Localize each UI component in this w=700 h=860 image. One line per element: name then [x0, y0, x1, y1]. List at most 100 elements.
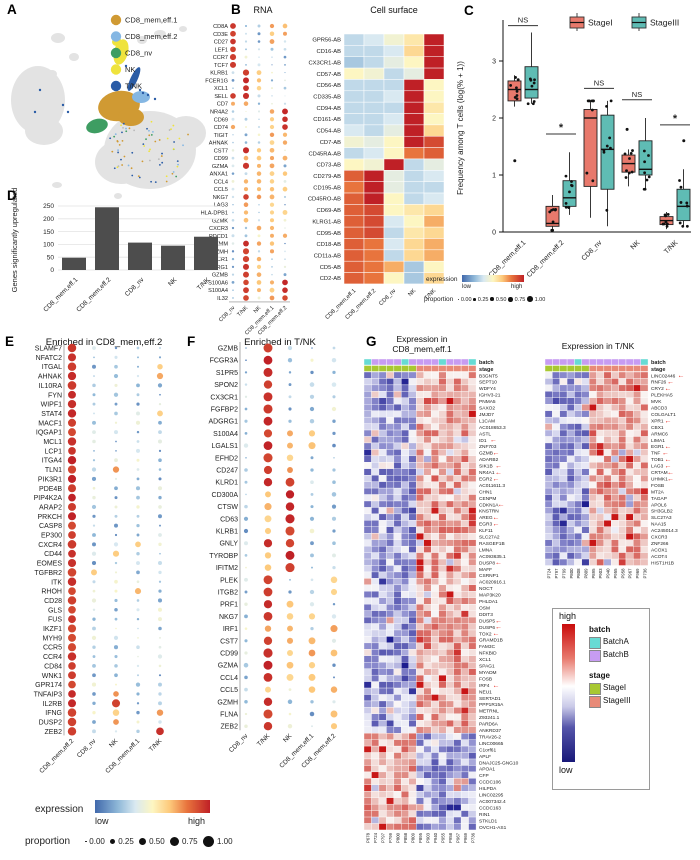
svg-text:P799: P799 — [388, 832, 393, 843]
svg-text:CTSW: CTSW — [217, 504, 238, 511]
svg-text:NKG7: NKG7 — [219, 614, 238, 621]
svg-text:RASGEF1B: RASGEF1B — [479, 541, 505, 547]
svg-text:DDIT3: DDIT3 — [479, 612, 493, 618]
svg-text:←: ← — [664, 418, 671, 425]
svg-text:CCR5: CCR5 — [43, 645, 62, 652]
svg-text:PLEKHA5: PLEKHA5 — [651, 393, 673, 399]
svg-text:NK: NK — [108, 737, 120, 749]
svg-text:Z93241.1: Z93241.1 — [479, 715, 500, 721]
svg-text:CD16-AB: CD16-AB — [317, 49, 342, 55]
svg-text:B3GNT5: B3GNT5 — [479, 373, 498, 379]
svg-text:TLN1: TLN1 — [45, 467, 62, 474]
svg-text:UHMK1: UHMK1 — [651, 476, 668, 482]
dot-000 — [85, 840, 87, 843]
svg-text:CD95-AB: CD95-AB — [317, 231, 342, 237]
cell-surface-title: Cell surface — [370, 5, 418, 15]
svg-text:CX3CR1: CX3CR1 — [210, 394, 238, 401]
svg-text:ZNF703: ZNF703 — [479, 444, 497, 450]
proportion-scale: 0.00 0.25 0.50 0.75 1.00 — [85, 836, 233, 847]
svg-text:HIST1H1B: HIST1H1B — [651, 560, 674, 566]
svg-text:←: ← — [492, 631, 499, 638]
heat-high-label: high — [559, 611, 577, 621]
svg-text:CD28: CD28 — [44, 598, 62, 605]
svg-text:CD74: CD74 — [214, 125, 228, 131]
dotplot-e: SLAMF7 NFATC2 ITGAL AHNAK IL10RA FYN WIPF1 STAT… — [34, 342, 164, 775]
svg-text:LINC02446: LINC02446 — [651, 373, 676, 379]
svg-text:EGR1: EGR1 — [651, 444, 664, 450]
svg-text:MACF1: MACF1 — [38, 420, 62, 427]
svg-text:NAA15: NAA15 — [651, 522, 667, 528]
svg-text:P858: P858 — [403, 832, 408, 843]
svg-text:FCER1G: FCER1G — [205, 78, 228, 84]
svg-text:←: ← — [498, 502, 505, 509]
svg-text:CD8_nv: CD8_nv — [125, 49, 152, 58]
svg-text:CD8_mem,eff.2: CD8_mem,eff.2 — [38, 738, 75, 775]
svg-text:WIPF1: WIPF1 — [41, 402, 62, 409]
svg-text:NKG7: NKG7 — [213, 195, 228, 201]
svg-text:←: ← — [492, 682, 499, 689]
stage-legend-title: stage — [589, 671, 610, 680]
svg-text:S1PR5: S1PR5 — [216, 370, 238, 377]
svg-text:ANXA1: ANXA1 — [210, 172, 228, 178]
svg-text:NR4A1: NR4A1 — [479, 470, 495, 476]
svg-text:KLRG1-AB: KLRG1-AB — [312, 219, 341, 225]
svg-text:GRAMD1B: GRAMD1B — [479, 638, 503, 644]
expression-label: expression — [426, 276, 458, 283]
svg-text:P903: P903 — [598, 568, 603, 579]
svg-text:ZEB2: ZEB2 — [220, 724, 238, 731]
rna-title: RNA — [253, 5, 273, 15]
panel-ef-legend: expression low high proportion 0.00 0.25… — [25, 796, 355, 856]
svg-text:CD11a-AB: CD11a-AB — [314, 254, 341, 260]
svg-text:CD8_nv: CD8_nv — [228, 732, 250, 754]
svg-text:FYN: FYN — [48, 392, 62, 399]
svg-text:P799: P799 — [561, 568, 566, 579]
svg-text:CCL4: CCL4 — [214, 179, 228, 185]
svg-text:KLRB1: KLRB1 — [210, 71, 228, 77]
svg-text:IL32: IL32 — [217, 296, 228, 302]
enriched-eff2-dotplot: SLAMF7 NFATC2 ITGAL AHNAK IL10RA FYN WIPF1 STAT… — [34, 342, 164, 775]
svg-text:CD44: CD44 — [44, 551, 62, 558]
dot-100-label: 1.00 — [216, 837, 233, 847]
svg-text:P797: P797 — [554, 568, 559, 579]
svg-text:CD8_nv: CD8_nv — [76, 737, 98, 759]
svg-text:←: ← — [492, 515, 499, 522]
svg-text:P800: P800 — [569, 568, 574, 579]
svg-text:KNSTRN: KNSTRN — [479, 509, 499, 515]
svg-text:CD73-AB: CD73-AB — [317, 163, 342, 169]
svg-text:CD99: CD99 — [220, 651, 238, 658]
svg-text:NR4A2: NR4A2 — [210, 109, 228, 115]
svg-text:←: ← — [495, 624, 502, 631]
svg-text:CD279-AB: CD279-AB — [313, 174, 341, 180]
svg-text:MCL1: MCL1 — [43, 439, 62, 446]
svg-text:GZMB: GZMB — [218, 346, 239, 353]
svg-text:ABCD3: ABCD3 — [651, 406, 667, 412]
svg-text:P955: P955 — [440, 832, 445, 843]
svg-text:ITGA4: ITGA4 — [42, 458, 62, 465]
svg-text:←: ← — [490, 437, 497, 444]
svg-text:CD45RA-AB: CD45RA-AB — [308, 151, 341, 157]
svg-text:NOCT: NOCT — [479, 586, 493, 592]
svg-text:NS: NS — [594, 78, 604, 87]
svg-text:1: 1 — [492, 173, 496, 180]
svg-text:S100A4: S100A4 — [213, 431, 238, 438]
svg-text:P724: P724 — [547, 568, 552, 579]
svg-text:FAM3C: FAM3C — [479, 644, 496, 650]
svg-text:NFATC2: NFATC2 — [36, 355, 62, 362]
svg-text:CD8_mem,eff.2: CD8_mem,eff.2 — [75, 276, 112, 313]
svg-text:PHLDA1: PHLDA1 — [479, 599, 498, 605]
proportion-label: proportion — [424, 296, 454, 303]
svg-text:JMJD7: JMJD7 — [479, 412, 494, 418]
dot-100 — [527, 296, 533, 303]
svg-text:SAXO2: SAXO2 — [479, 406, 495, 412]
svg-text:←: ← — [677, 373, 684, 380]
heat-gradient — [562, 624, 575, 762]
svg-text:DUSP2: DUSP2 — [39, 720, 62, 727]
panel-e-label: E — [5, 334, 15, 349]
svg-text:GZMB: GZMB — [212, 273, 228, 279]
svg-text:T/NK: T/NK — [125, 82, 142, 91]
svg-text:250: 250 — [43, 203, 54, 210]
svg-text:AC007342.4: AC007342.4 — [479, 799, 506, 805]
